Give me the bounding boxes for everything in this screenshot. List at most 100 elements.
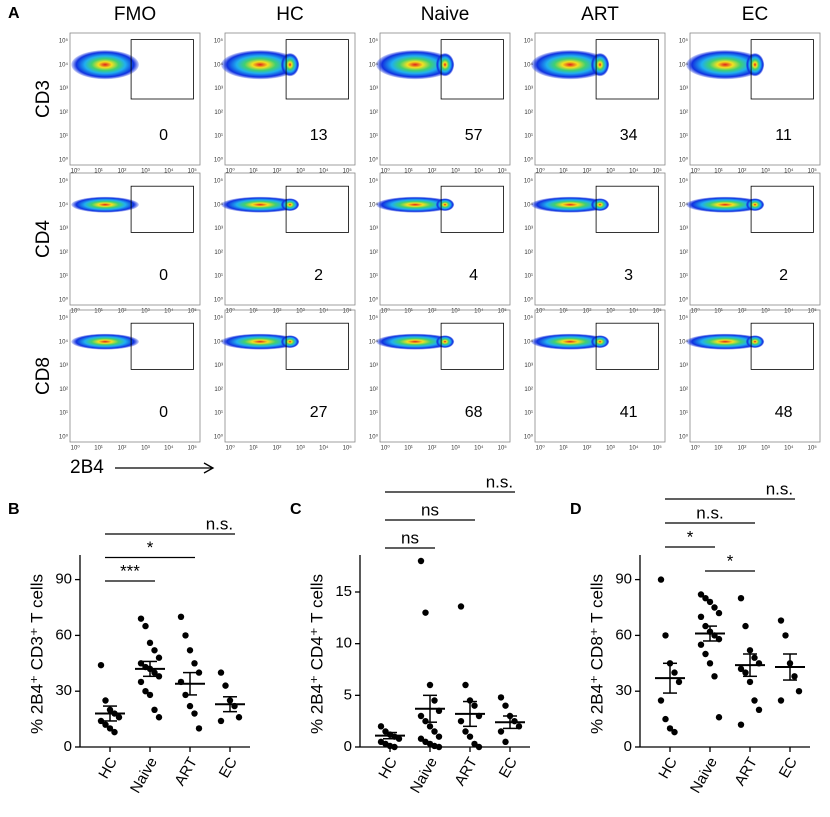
y-tick-label: 15 bbox=[335, 583, 352, 600]
flow-y-tick: 10¹ bbox=[524, 411, 533, 417]
flow-x-tick: 10⁴ bbox=[629, 445, 639, 452]
data-point bbox=[742, 669, 749, 676]
density-blob bbox=[686, 196, 765, 213]
data-point bbox=[191, 660, 198, 667]
flow-y-tick: 10³ bbox=[214, 363, 223, 369]
flow-x-tick: 10⁰ bbox=[536, 445, 546, 452]
flow-y-tick: 10⁴ bbox=[524, 61, 534, 68]
data-point bbox=[186, 702, 194, 710]
gate-value: 2 bbox=[314, 267, 323, 284]
plot-frame bbox=[534, 32, 666, 166]
gate bbox=[750, 185, 814, 233]
column-header: HC bbox=[276, 4, 303, 25]
data-point bbox=[511, 717, 518, 725]
flow-y-tick: 10⁴ bbox=[59, 201, 69, 208]
flow-y-tick: 10⁵ bbox=[214, 314, 224, 321]
flow-x-tick: 10³ bbox=[761, 446, 770, 452]
flow-y-tick: 10⁰ bbox=[369, 433, 379, 440]
data-point bbox=[671, 728, 678, 736]
data-point bbox=[137, 660, 145, 667]
flow-y-tick: 10² bbox=[369, 387, 378, 393]
gate bbox=[440, 322, 504, 370]
flow-y-tick: 10³ bbox=[679, 363, 688, 369]
x-tick-label: Naive bbox=[127, 754, 161, 796]
flow-x-tick: 10⁴ bbox=[474, 168, 484, 175]
comparison-label: ns bbox=[421, 500, 439, 519]
flow-x-tick: 10⁵ bbox=[188, 308, 198, 315]
data-point bbox=[191, 710, 198, 717]
data-point bbox=[671, 669, 678, 676]
flow-y-tick: 10⁴ bbox=[369, 201, 379, 208]
data-point bbox=[702, 595, 709, 602]
data-point bbox=[422, 609, 429, 616]
flow-y-tick: 10⁵ bbox=[369, 177, 379, 184]
data-point bbox=[146, 639, 154, 647]
flow-y-tick: 10¹ bbox=[679, 134, 688, 140]
flow-x-tick: 10¹ bbox=[404, 169, 413, 175]
density-blob bbox=[435, 198, 455, 212]
flow-y-tick: 10³ bbox=[214, 86, 223, 92]
flow-y-tick: 10⁴ bbox=[369, 338, 379, 345]
flow-y-tick: 10² bbox=[679, 250, 688, 256]
data-point bbox=[497, 728, 505, 735]
gate-value: 41 bbox=[620, 404, 638, 421]
gate-value: 0 bbox=[159, 404, 168, 421]
data-point bbox=[142, 688, 149, 695]
flow-x-tick: 10⁴ bbox=[164, 308, 174, 315]
gate bbox=[440, 39, 504, 100]
flow-y-tick: 10⁰ bbox=[59, 296, 69, 303]
data-point bbox=[755, 706, 763, 713]
data-point bbox=[182, 632, 189, 639]
flow-y-tick: 10⁵ bbox=[369, 314, 379, 321]
data-point bbox=[742, 622, 749, 630]
data-point bbox=[666, 725, 674, 732]
plot-frame bbox=[69, 309, 201, 443]
data-point bbox=[102, 721, 109, 728]
flow-y-tick: 10³ bbox=[524, 86, 533, 92]
flow-y-tick: 10⁴ bbox=[679, 338, 689, 345]
density-blob bbox=[280, 53, 300, 77]
flow-y-tick: 10⁴ bbox=[214, 201, 224, 208]
data-point bbox=[751, 654, 758, 661]
flow-y-tick: 10³ bbox=[59, 86, 68, 92]
y-tick-label: 30 bbox=[55, 682, 72, 699]
flow-x-tick: 10⁵ bbox=[808, 445, 818, 452]
x-axis-label: 2B4 bbox=[70, 457, 104, 478]
plot-frame bbox=[689, 309, 821, 443]
flow-x-tick: 10³ bbox=[141, 309, 150, 315]
data-point bbox=[462, 681, 469, 689]
data-point bbox=[466, 733, 474, 740]
gate bbox=[285, 39, 349, 100]
data-point bbox=[431, 728, 438, 735]
flow-y-tick: 10⁵ bbox=[369, 37, 379, 44]
flow-x-tick: 10³ bbox=[296, 309, 305, 315]
row-label: CD3 bbox=[33, 80, 54, 118]
y-tick-label: 5 bbox=[344, 686, 352, 703]
flow-x-tick: 10⁴ bbox=[629, 308, 639, 315]
gate bbox=[440, 185, 504, 233]
data-point bbox=[697, 641, 705, 648]
density-blob bbox=[745, 198, 765, 212]
data-point bbox=[795, 688, 803, 695]
column-header: FMO bbox=[114, 4, 156, 25]
comparison-label: n.s. bbox=[696, 503, 723, 522]
flow-x-tick: 10⁰ bbox=[71, 308, 81, 315]
flow-x-tick: 10⁴ bbox=[474, 308, 484, 315]
flow-x-tick: 10⁴ bbox=[319, 168, 329, 175]
flow-y-tick: 10¹ bbox=[679, 274, 688, 280]
flow-x-tick: 10⁰ bbox=[536, 168, 546, 175]
flow-x-tick: 10¹ bbox=[559, 446, 568, 452]
flow-y-tick: 10⁵ bbox=[524, 37, 534, 44]
data-point bbox=[715, 714, 723, 721]
data-point bbox=[137, 678, 145, 686]
flow-x-tick: 10¹ bbox=[94, 446, 103, 452]
flow-x-tick: 10¹ bbox=[249, 169, 258, 175]
flow-y-tick: 10⁰ bbox=[524, 296, 534, 303]
panel-letter: C bbox=[290, 501, 302, 518]
data-point bbox=[146, 691, 154, 699]
flow-x-tick: 10⁵ bbox=[188, 168, 198, 175]
flow-x-tick: 10³ bbox=[141, 446, 150, 452]
plot-frame bbox=[534, 172, 666, 306]
data-point bbox=[151, 706, 158, 713]
